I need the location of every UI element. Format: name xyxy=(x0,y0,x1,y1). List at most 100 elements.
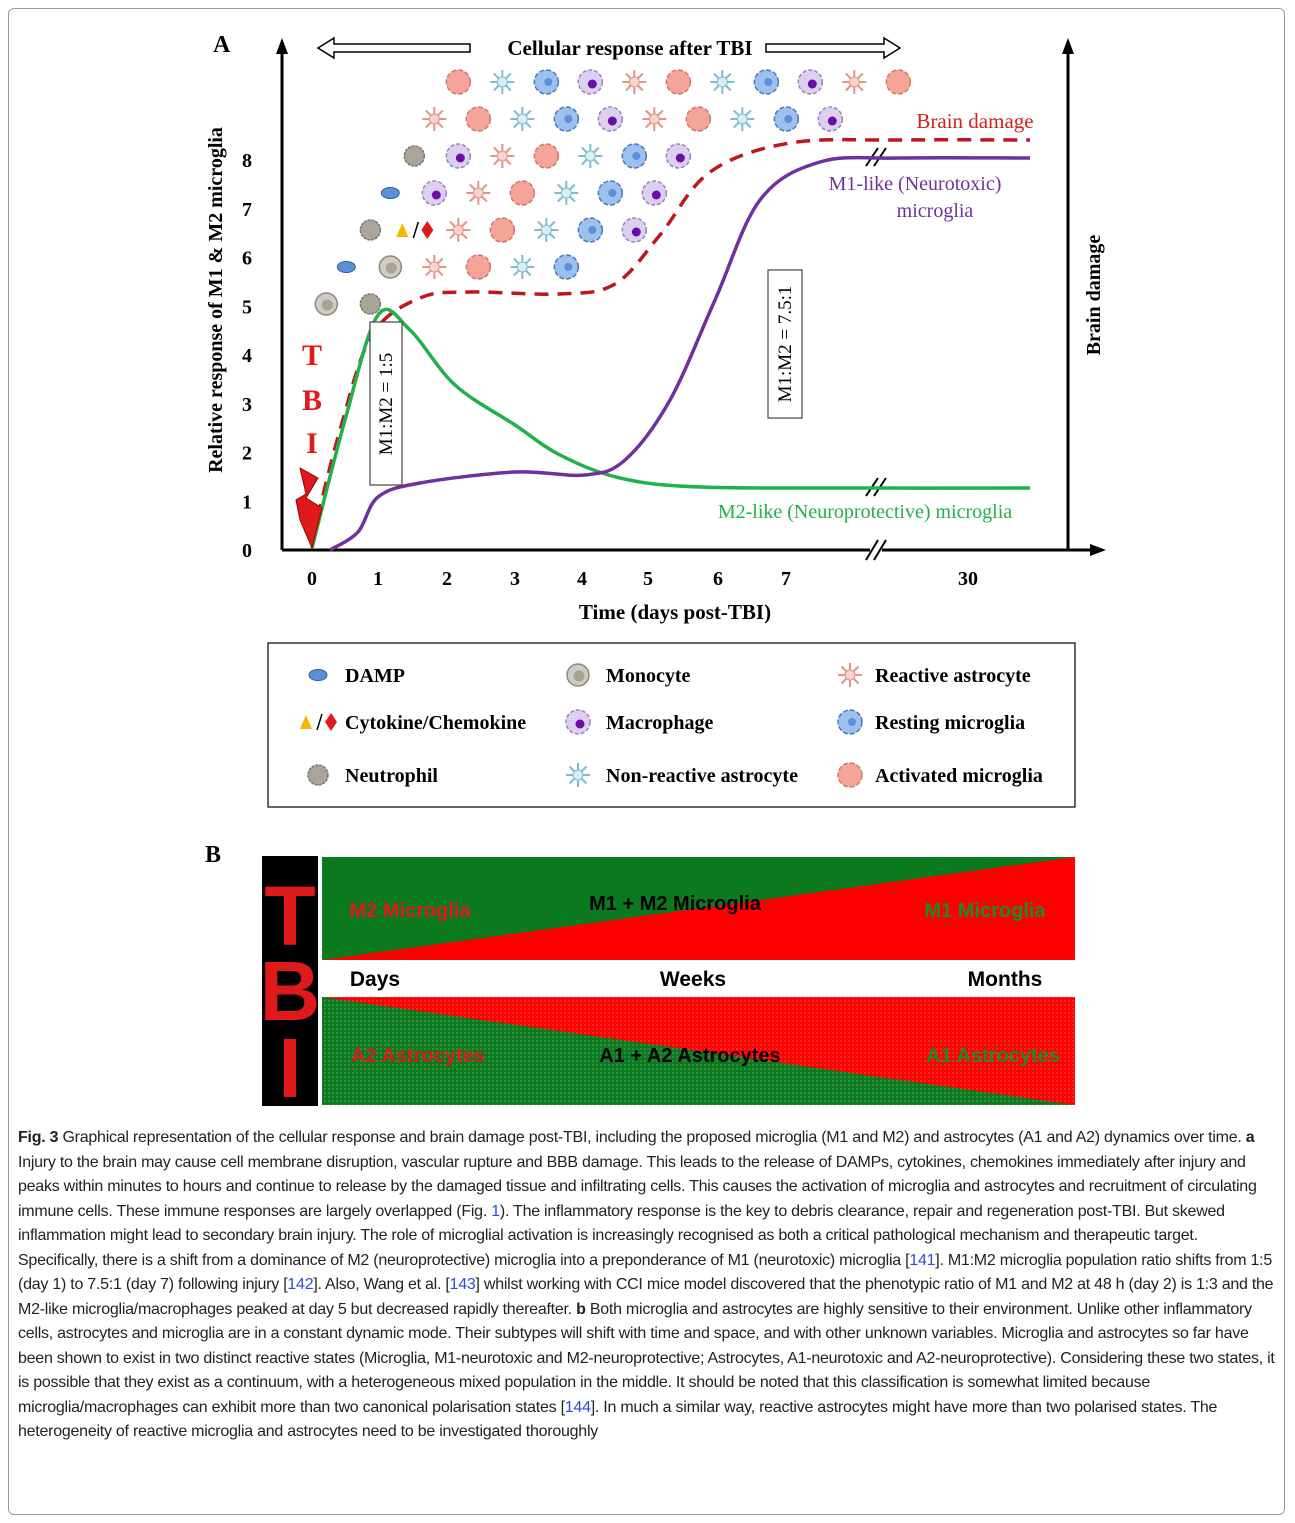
curve-label: microglia xyxy=(897,200,974,222)
legend-label: Monocyte xyxy=(606,665,691,687)
y2-axis-label: Brain damage xyxy=(1083,235,1105,356)
icon xyxy=(421,221,434,239)
icon xyxy=(608,189,617,197)
icon xyxy=(359,293,382,315)
curve-label: M1-like (Neurotoxic) xyxy=(829,173,1002,195)
header-arrow xyxy=(316,36,471,60)
icon xyxy=(396,223,409,237)
legend-label: Neutrophil xyxy=(345,765,438,787)
icon-part xyxy=(560,187,572,199)
caption-text: ] whilst working with CCI mice model dis… xyxy=(18,1276,1274,1318)
band-label: A2 Astrocytes xyxy=(351,1045,485,1067)
icon-part xyxy=(628,76,640,88)
arrow-head xyxy=(276,38,288,54)
caption-text: ]. M1:M2 microglia population ratio shif… xyxy=(18,1251,1272,1294)
icon-part xyxy=(844,669,856,681)
tbi-letter: B xyxy=(302,384,322,417)
icon xyxy=(385,262,397,274)
panel-header: Cellular response after TBI xyxy=(507,36,752,60)
icon-part xyxy=(540,224,552,236)
tbi-letter: T xyxy=(264,869,315,963)
icon-part xyxy=(496,76,508,88)
curves xyxy=(310,137,1031,552)
band-label: M2 Microglia xyxy=(349,900,471,922)
figure-frame xyxy=(8,8,1285,1515)
icon xyxy=(665,69,692,95)
citation-link[interactable]: 143 xyxy=(449,1276,476,1293)
axis-break xyxy=(865,147,887,561)
icon-part xyxy=(472,187,484,199)
figure: A Cellular response after TBI Relative r… xyxy=(205,32,1106,1115)
x-tick-label: 6 xyxy=(713,568,723,590)
icon-part xyxy=(496,150,508,162)
axes xyxy=(280,48,1096,552)
icon xyxy=(564,115,573,123)
citation-link[interactable]: 144 xyxy=(564,1398,591,1416)
x-axis-label: Time (days post-TBI) xyxy=(579,600,771,624)
legend-box xyxy=(267,642,1076,808)
caption-panel-ref: a xyxy=(1245,1129,1255,1146)
tbi-letter: T xyxy=(302,339,322,372)
icon xyxy=(607,116,617,126)
caption-text: ]. Also, Wang et al. [ xyxy=(313,1276,450,1293)
icon-part xyxy=(716,76,728,88)
icon xyxy=(632,152,641,160)
icon-part xyxy=(584,150,596,162)
icon-part xyxy=(572,769,584,781)
legend-label: Cytokine/Chemokine xyxy=(345,712,526,734)
icon xyxy=(544,78,553,86)
header-arrow xyxy=(765,36,902,60)
figure-caption: Fig. 3 Graphical representation of the c… xyxy=(18,1126,1276,1511)
citation-link[interactable]: 142 xyxy=(287,1276,314,1293)
y-axis-label: Relative response of M1 & M2 microglia xyxy=(205,127,227,473)
ratio-label: M1:M2 = 7.5:1 xyxy=(775,286,796,403)
tbi-letter: I xyxy=(306,427,318,460)
icon xyxy=(300,715,312,729)
icon xyxy=(784,115,793,123)
icon xyxy=(336,261,356,273)
icon xyxy=(848,718,856,726)
y-tick-label: 7 xyxy=(242,199,252,221)
x-tick-label: 1 xyxy=(373,568,383,590)
icon xyxy=(631,227,641,237)
x-tick-label: 2 xyxy=(442,568,452,590)
citation-link[interactable]: 1 xyxy=(491,1202,500,1220)
m1-curve xyxy=(329,155,1031,552)
icon xyxy=(509,180,536,206)
icon xyxy=(827,116,837,126)
icon xyxy=(764,78,773,86)
y-tick-label: 3 xyxy=(242,394,252,416)
panel-label: B xyxy=(205,842,221,868)
microglia-wedge xyxy=(322,857,1075,960)
y-tick-label: 6 xyxy=(242,248,252,270)
icon xyxy=(359,219,382,241)
icon xyxy=(651,190,661,200)
caption-label: Fig. 3 xyxy=(18,1129,59,1146)
icon xyxy=(445,69,472,95)
band-label: M1 + M2 Microglia xyxy=(589,893,762,915)
icon xyxy=(533,143,560,169)
icon xyxy=(837,762,863,788)
icon xyxy=(573,670,585,682)
legend-label: Activated microglia xyxy=(875,765,1043,787)
legend-label: Macrophage xyxy=(606,712,714,734)
y-tick-label: 2 xyxy=(242,443,252,465)
icon xyxy=(380,187,400,199)
icon xyxy=(575,719,585,729)
y-tick-label: 8 xyxy=(242,150,252,172)
astrocyte-texture xyxy=(322,997,1075,1105)
icon xyxy=(588,226,597,234)
icon-part xyxy=(736,113,748,125)
caption-text: Injury to the brain may cause cell membr… xyxy=(18,1153,1257,1220)
icon xyxy=(403,145,426,167)
arrow-head xyxy=(1090,544,1106,556)
legend-label: Non-reactive astrocyte xyxy=(606,765,798,787)
x-tick-label: 30 xyxy=(958,568,978,590)
arrow-head xyxy=(1062,38,1074,54)
timeline-label: Months xyxy=(968,968,1043,991)
icon-part xyxy=(848,76,860,88)
citation-link[interactable]: 141 xyxy=(909,1251,936,1269)
icon-part xyxy=(648,113,660,125)
icon xyxy=(307,764,329,786)
